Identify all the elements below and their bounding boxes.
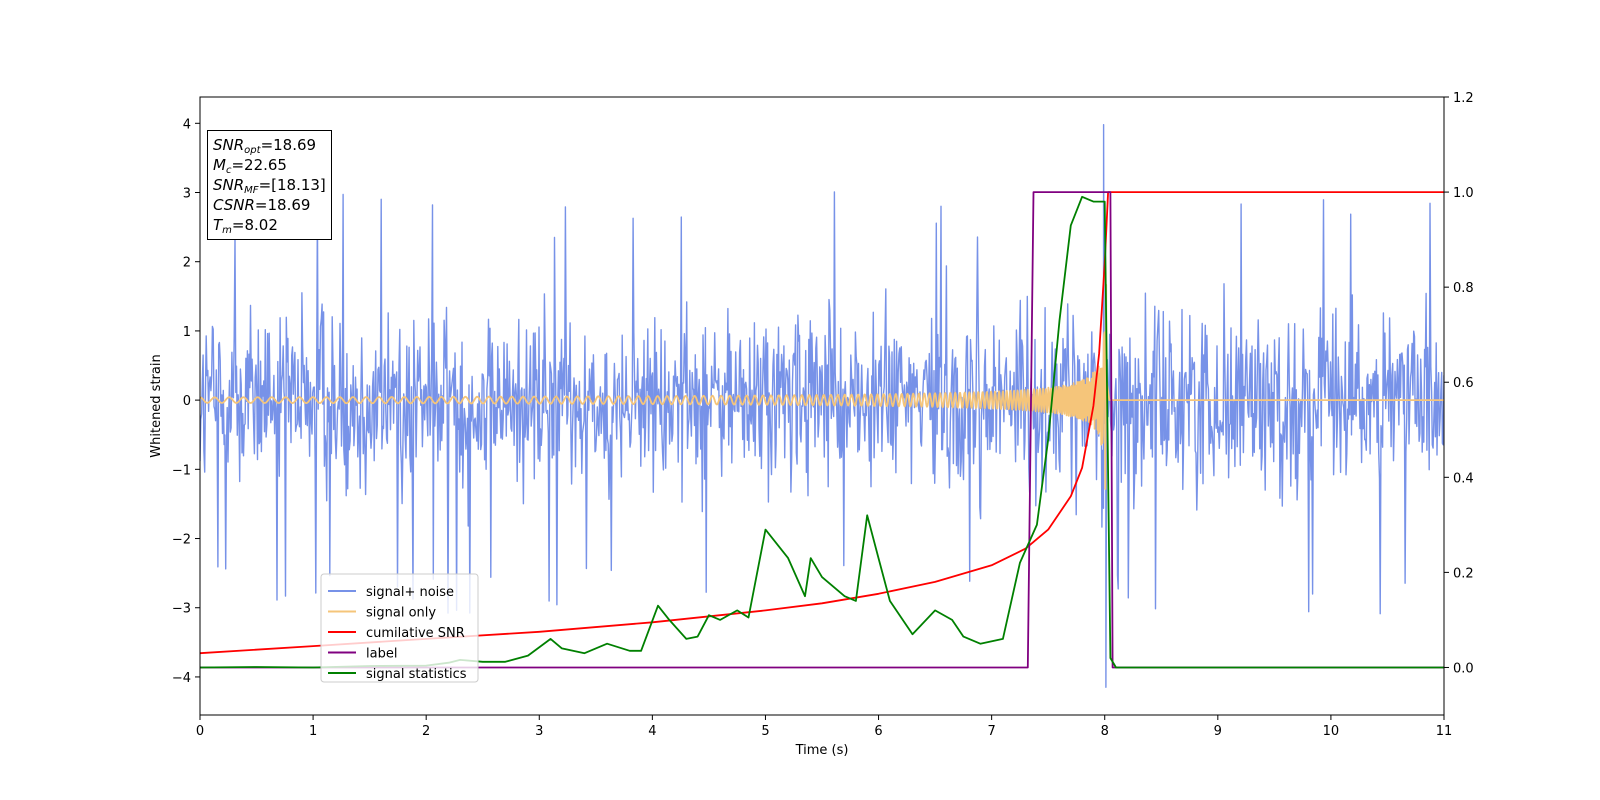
x-tick-label: 3 (535, 724, 543, 739)
series-line-1 (200, 283, 1444, 490)
x-tick-label: 11 (1436, 724, 1453, 739)
series-line-4 (200, 195, 1444, 669)
y-tick-label-left: 2 (183, 256, 191, 271)
y-tick-label-right: 0.0 (1453, 661, 1474, 676)
x-tick-label: 8 (1101, 724, 1109, 739)
info-tm: Tm=8.02 (213, 216, 278, 236)
legend-entry: signal only (366, 606, 436, 621)
y-tick-label-right: 0.4 (1453, 471, 1474, 486)
info-csnr: CSNR=18.69 (213, 196, 311, 214)
legend-entry: label (366, 647, 397, 662)
x-tick-label: 2 (422, 724, 430, 739)
axes-frame (199, 96, 1445, 716)
x-tick-label: 5 (761, 724, 769, 739)
series-line-0 (200, 124, 1444, 688)
y-tick-label-right: 0.8 (1453, 281, 1474, 296)
x-tick-label: 4 (648, 724, 656, 739)
legend-frame (320, 573, 479, 683)
y-tick-label-left: −1 (172, 463, 191, 478)
legend-entry: cumilative SNR (366, 626, 465, 641)
legend-entry: signal+ noise (366, 585, 454, 600)
y-tick-label-left: −4 (172, 671, 191, 686)
x-tick-label: 7 (987, 724, 995, 739)
y-tick-label-left: −3 (172, 602, 191, 617)
y-tick-label-left: 4 (183, 117, 191, 132)
x-tick-label: 9 (1214, 724, 1222, 739)
x-tick-label: 6 (874, 724, 882, 739)
x-axis-label: Time (s) (795, 743, 849, 758)
info-mc: Mc=22.65 (213, 156, 287, 176)
plot-area (200, 124, 1444, 688)
y-tick-label-left: 0 (183, 394, 191, 409)
info-box: SNRopt=18.69 Mc=22.65 SNRMF=[18.13] CSNR… (207, 130, 332, 240)
y-tick-label-left: 1 (183, 325, 191, 340)
legend-entry: signal statistics (366, 667, 467, 682)
ticks: 0 1 2 3 4 5 6 7 8 9 10 11 −4 −3 −2 −1 0 1 2 3 4 0.0 0.2 0.4 0.6 0… (172, 91, 1474, 739)
y-tick-label-right: 1.2 (1453, 91, 1474, 106)
y-tick-label-left: −2 (172, 533, 191, 548)
y-tick-label-right: 0.2 (1453, 566, 1474, 581)
series-line-2 (200, 191, 1444, 655)
info-snr-mf: SNRMF=[18.13] (213, 176, 326, 196)
y-axis-label-left: Whitened strain (149, 354, 164, 457)
x-tick-label: 1 (309, 724, 317, 739)
y-tick-label-right: 0.6 (1453, 376, 1474, 391)
x-tick-label: 0 (196, 724, 204, 739)
y-tick-label-left: 3 (183, 187, 191, 202)
legend: signal+ noise signal only cumilative SNR la… (320, 573, 479, 683)
info-snr-opt: SNRopt=18.69 (213, 136, 317, 156)
x-tick-label: 10 (1323, 724, 1340, 739)
y-tick-label-right: 1.0 (1453, 186, 1474, 201)
